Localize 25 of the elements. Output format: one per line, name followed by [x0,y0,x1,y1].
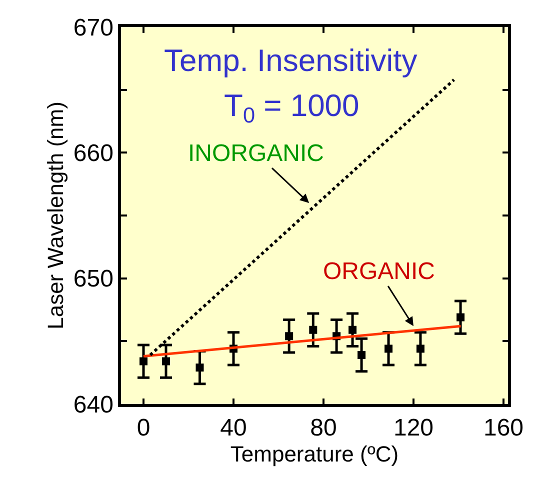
y-tick-label: 650 [73,266,114,293]
point [384,344,393,353]
point [348,326,357,334]
x-tick-label: 0 [136,414,150,442]
x-tick-label: 160 [483,414,524,442]
annotation: INORGANIC [188,140,324,167]
x-tick-label: 80 [310,414,337,442]
x-tick-label: 120 [393,414,434,442]
point [358,350,366,359]
annotation: ORGANIC [323,258,436,285]
point [456,313,465,322]
point [285,332,294,340]
y-axis-title: Laser Wavelength (nm) [43,102,68,330]
point [140,357,148,366]
text: Temp. Insensitivity [164,43,418,78]
y-tick-label: 640 [73,391,114,418]
point [162,357,170,366]
x-axis-title: Temperature (ºC) [230,442,399,467]
point [309,326,318,334]
text: T$_{0}$ = 1000 [224,88,360,128]
point [196,364,204,372]
x-tick-label: 40 [220,414,247,442]
point [416,344,424,353]
y-tick-label: 670 [73,14,114,42]
y-tick-label: 660 [73,140,114,168]
